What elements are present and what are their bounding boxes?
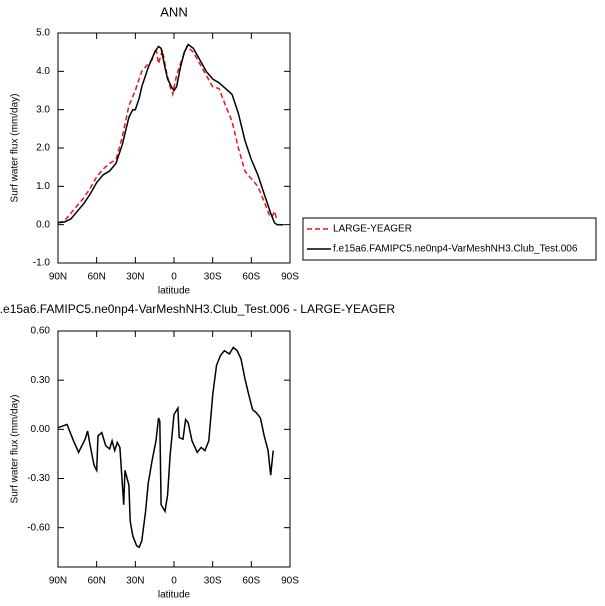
y-tick-label: 0.0 (36, 219, 50, 230)
y-tick-label: 0.00 (31, 424, 51, 435)
legend-box (302, 217, 597, 261)
y-axis-label: Surf water flux (mm/day) (10, 94, 21, 203)
x-tick-label: 30S (204, 272, 222, 283)
legend-label: LARGE-YEAGER (333, 224, 412, 235)
data-line (57, 346, 274, 549)
x-tick-label: 60N (87, 576, 105, 587)
data-line (57, 45, 278, 224)
plot-frame (57, 32, 291, 264)
x-tick-label: 90N (49, 272, 67, 283)
y-tick-label: -1.0 (33, 258, 51, 269)
y-axis-label: Surf water flux (mm/day) (10, 395, 21, 504)
y-tick-label: 1.0 (36, 181, 50, 192)
data-line (57, 43, 284, 226)
plot-frame (57, 330, 291, 568)
x-tick-label: 0 (171, 272, 177, 283)
x-tick-label: 30N (126, 576, 144, 587)
y-tick-label: 0.60 (31, 326, 51, 337)
x-tick-label: 60S (242, 272, 260, 283)
x-tick-label: 90N (49, 576, 67, 587)
x-tick-label: 30N (126, 272, 144, 283)
x-tick-label: 60S (242, 576, 260, 587)
x-tick-label: 60N (87, 272, 105, 283)
chart-title: ANN (160, 4, 187, 19)
x-axis-label: latitude (158, 286, 191, 297)
y-tick-label: 2.0 (36, 143, 50, 154)
x-tick-label: 0 (171, 576, 177, 587)
legend-label: f.e15a6.FAMIPC5.ne0np4-VarMeshNH3.Club_T… (333, 244, 578, 255)
chart-title: f.e15a6.FAMIPC5.ne0np4-VarMeshNH3.Club_T… (0, 302, 395, 316)
x-tick-label: 30S (204, 576, 222, 587)
y-tick-label: 3.0 (36, 104, 50, 115)
y-tick-label: 0.30 (31, 375, 51, 386)
y-tick-label: 4.0 (36, 66, 50, 77)
y-tick-label: -0.30 (27, 473, 50, 484)
x-tick-label: 90S (281, 272, 299, 283)
y-tick-label: -0.60 (27, 522, 50, 533)
x-tick-label: 90S (281, 576, 299, 587)
x-axis-label: latitude (158, 590, 191, 601)
y-tick-label: 5.0 (36, 28, 50, 39)
